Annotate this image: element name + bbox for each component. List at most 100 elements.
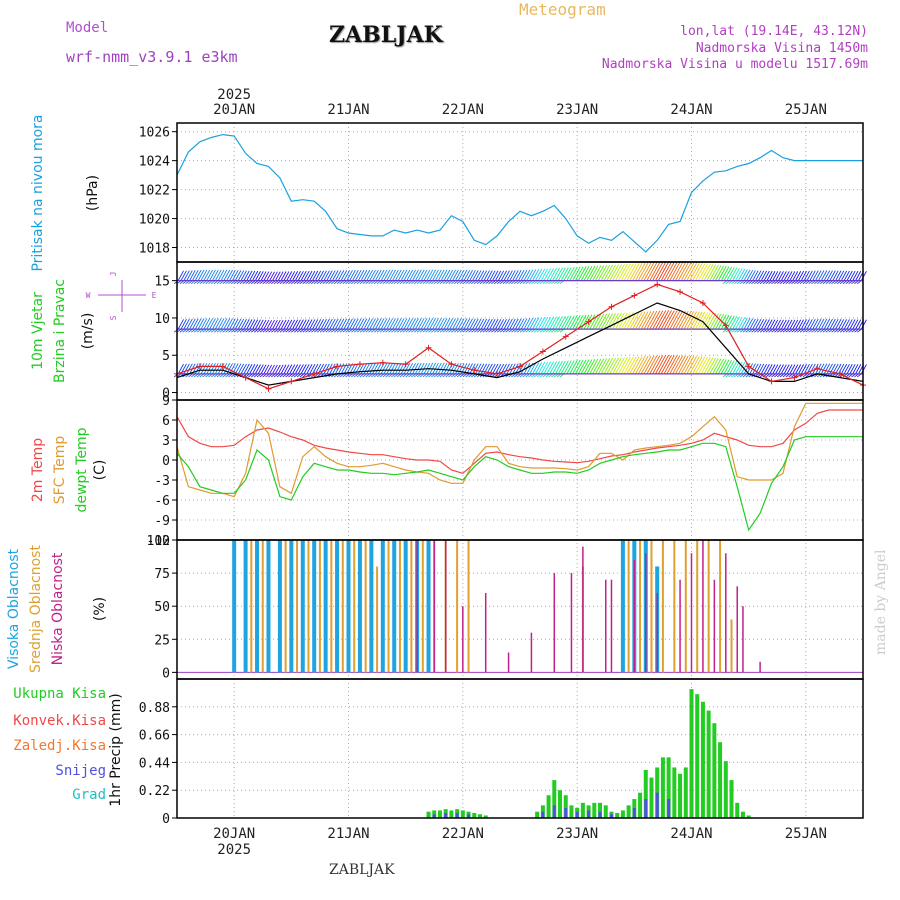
wind-barb — [440, 318, 448, 330]
wind-barb — [637, 262, 649, 281]
wind-speed-line — [176, 302, 864, 386]
wind-barb — [849, 364, 856, 375]
wind-barb — [775, 364, 782, 375]
precip-bar — [449, 810, 454, 818]
wind-barb — [366, 269, 374, 281]
wind-barb — [643, 262, 655, 281]
wind-barb — [343, 270, 351, 281]
bottom-day-label: 22JAN — [442, 826, 484, 842]
wind-barb — [563, 360, 572, 375]
wind-barb — [509, 318, 516, 330]
wind-barb — [294, 271, 301, 281]
wind-barb — [840, 363, 848, 375]
wind-barb — [735, 268, 743, 281]
wind-barb — [363, 318, 371, 330]
wind-barb — [269, 364, 275, 375]
wind-barb — [252, 364, 259, 375]
wind-barb — [512, 363, 519, 375]
ytick-label: 0 — [162, 666, 170, 681]
wind-barb — [292, 271, 299, 281]
wind-barb — [597, 265, 608, 281]
wind-barb — [609, 357, 619, 375]
wind-barb — [337, 270, 345, 281]
wind-barb — [572, 359, 581, 375]
wind-barb — [635, 262, 646, 281]
precip-bar — [437, 810, 442, 818]
wind-barb — [394, 318, 402, 330]
wind-barb — [746, 318, 754, 330]
snow-bar — [598, 811, 602, 818]
wind-barb — [374, 363, 382, 375]
wind-barb — [646, 262, 658, 281]
wind-barb — [740, 269, 748, 281]
wind-barb — [303, 364, 310, 375]
precip-bar — [723, 761, 728, 818]
precip-bar — [706, 710, 711, 818]
wind-barb — [517, 318, 525, 330]
wind-barb — [646, 355, 658, 375]
wind-barb — [532, 317, 540, 330]
wind-barb — [223, 269, 231, 281]
wind-barb — [312, 363, 319, 375]
snow-bar — [467, 814, 471, 818]
wind-barb — [257, 271, 264, 281]
wind-barb — [443, 269, 451, 281]
wind-barb — [717, 266, 727, 281]
wind-barb — [520, 318, 528, 330]
wind-barb — [686, 311, 697, 330]
high-cloud-bar — [403, 540, 408, 673]
ytick-label: -3 — [154, 474, 170, 489]
wind-barb — [343, 318, 351, 330]
wind-barb — [755, 270, 762, 281]
wind-barb — [806, 270, 813, 281]
wind-barb — [752, 363, 759, 375]
wind-barb — [180, 318, 187, 330]
wind-barb — [820, 270, 828, 281]
wind-barb — [595, 265, 605, 281]
wind-barb — [726, 267, 735, 281]
wind-barb — [855, 364, 862, 375]
panel-frame-precip — [176, 678, 864, 819]
top-day-label: 23JAN — [556, 102, 598, 118]
wind-barb — [366, 363, 374, 375]
wind-barb — [369, 363, 376, 375]
wind-barb — [283, 364, 290, 375]
wind-barb — [812, 318, 819, 330]
wind-barb — [612, 312, 622, 330]
wind-barb — [809, 270, 816, 281]
wind-barb — [277, 319, 284, 330]
wind-barb — [334, 318, 342, 330]
wind-barb — [780, 364, 787, 375]
wind-barb — [595, 313, 605, 330]
wind-barb — [580, 314, 590, 330]
wind-barb — [434, 362, 442, 375]
wind-barb — [535, 268, 543, 281]
bottom-day-label: 20JAN — [213, 826, 255, 842]
wind-barb — [737, 268, 746, 281]
wind-barb — [389, 269, 396, 281]
wind-barb — [323, 318, 330, 330]
wind-barb — [720, 359, 730, 375]
wind-barb — [472, 270, 479, 281]
wind-barb — [589, 358, 599, 375]
wind-barb — [723, 360, 732, 375]
wind-barb — [274, 319, 281, 330]
wind-barb — [257, 319, 264, 330]
wind-barb — [354, 318, 362, 330]
wind-barb — [540, 316, 549, 330]
wind-barb — [440, 362, 448, 375]
wind-barb — [789, 271, 796, 281]
wind-barb — [217, 318, 225, 330]
wind-barb — [532, 269, 540, 281]
wind-barb — [434, 269, 442, 281]
precip-bar — [683, 767, 688, 818]
wind-barb — [446, 269, 454, 281]
wind-barb — [489, 270, 496, 281]
precip-bar — [558, 790, 563, 818]
wind-barb — [495, 270, 502, 281]
wind-barb — [232, 270, 239, 281]
wind-barb — [440, 269, 448, 281]
precip-bar — [649, 777, 654, 818]
wind-barb — [652, 355, 664, 375]
wind-barb — [475, 270, 482, 281]
